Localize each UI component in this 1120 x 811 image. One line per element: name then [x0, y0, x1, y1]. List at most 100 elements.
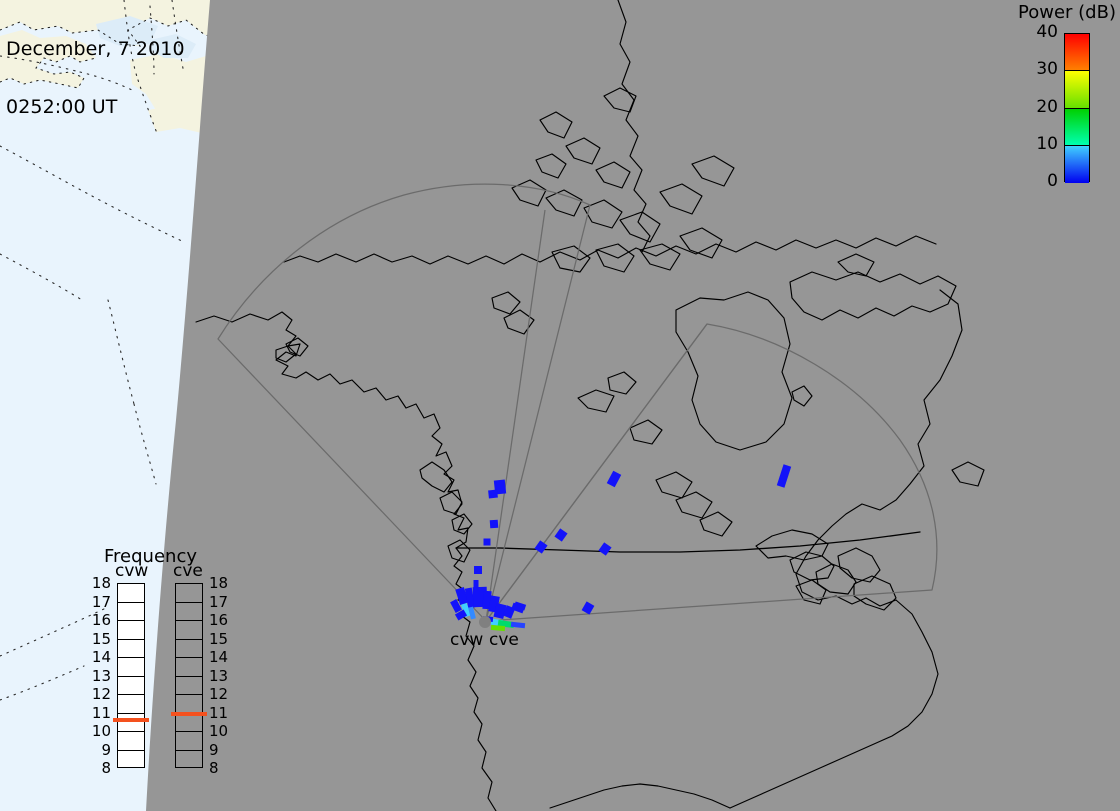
scatter-cell — [490, 624, 506, 632]
frequency-cell — [118, 658, 144, 677]
power-segment-20-30 — [1065, 71, 1089, 109]
frequency-cell — [176, 658, 202, 677]
scatter-cell — [483, 538, 491, 546]
scatter-cell — [464, 587, 476, 609]
time-label: 0252:00 UT — [6, 95, 118, 118]
scatter-cell — [482, 590, 492, 610]
frequency-cell — [118, 732, 144, 751]
frequency-tick-cvw-18: 18 — [91, 574, 111, 592]
scatter-cell — [474, 566, 482, 574]
scatter-cells — [450, 464, 792, 632]
frequency-bar-cve[interactable] — [175, 583, 203, 768]
frequency-tick-cve-10: 10 — [209, 722, 229, 740]
frequency-tick-cve-16: 16 — [209, 611, 229, 629]
land-polygon-2 — [0, 30, 96, 88]
scatter-cell — [510, 621, 526, 629]
frequency-tick-cve-9: 9 — [209, 740, 219, 759]
timestamp: December, 7 2010 0252:00 UT — [6, 1, 185, 155]
scatter-cell — [776, 464, 792, 488]
frequency-cell — [118, 584, 144, 603]
frequency-cell — [176, 695, 202, 714]
frequency-tick-cvw-16: 16 — [91, 611, 111, 629]
date-label: December, 7 2010 — [6, 37, 185, 60]
frequency-tick-cvw-12: 12 — [91, 685, 111, 703]
power-tick-30: 30 — [1036, 59, 1058, 80]
scatter-cell — [489, 519, 499, 529]
frequency-tick-cvw-13: 13 — [91, 666, 111, 685]
scatter-cell — [606, 470, 622, 488]
frequency-tick-cve-12: 12 — [209, 685, 229, 703]
scatter-cell — [455, 587, 469, 605]
frequency-tick-cve-11: 11 — [209, 703, 229, 722]
frequency-cell — [118, 603, 144, 621]
power-colorbar: Power (dB) 40 30 20 10 0 — [1010, 2, 1118, 194]
frequency-cell — [176, 640, 202, 658]
scatter-cell — [534, 540, 548, 554]
scatter-cell — [511, 602, 525, 614]
frequency-tick-cvw-8: 8 — [101, 759, 111, 777]
scatter-cell — [468, 606, 476, 620]
frequency-tick-cvw-14: 14 — [91, 648, 111, 666]
scatter-cell — [454, 609, 468, 621]
frequency-tick-cve-17: 17 — [209, 592, 229, 611]
frequency-cell — [176, 603, 202, 621]
radar-label-cvw: cvw — [450, 630, 484, 650]
scatter-cell — [581, 601, 595, 615]
frequency-tick-cve-15: 15 — [209, 629, 229, 648]
scatter-cell — [598, 542, 612, 556]
frequency-bar-name-cvw: cvw — [115, 561, 149, 581]
bay-shape — [96, 16, 158, 46]
gridlines — [0, 0, 185, 701]
frequency-bar-cvw[interactable] — [117, 583, 145, 768]
frequency-cell — [176, 677, 202, 695]
frequency-cell — [118, 714, 144, 732]
frequency-cell — [176, 714, 202, 732]
frequency-cell — [176, 751, 202, 770]
frequency-tick-cvw-11: 11 — [91, 703, 111, 722]
scatter-cell — [488, 489, 498, 499]
frequency-cell — [176, 621, 202, 640]
power-tick-0: 0 — [1047, 171, 1058, 191]
coastlines — [195, 0, 985, 811]
gray-data-region — [146, 0, 1120, 811]
power-segment-0-10 — [1065, 145, 1089, 183]
frequency-cell — [176, 584, 202, 603]
power-tick-20: 20 — [1036, 96, 1058, 117]
frequency-tick-cve-8: 8 — [209, 759, 219, 777]
power-segment-30-40 — [1065, 34, 1089, 72]
power-tick-40: 40 — [1036, 22, 1058, 42]
scatter-cell — [473, 580, 479, 590]
frequency-tick-cvw-9: 9 — [101, 740, 111, 759]
power-colorbar-title: Power (dB) — [1018, 2, 1116, 23]
frequency-cell — [118, 640, 144, 658]
frequency-cell — [176, 732, 202, 751]
frequency-bar-name-cve: cve — [173, 561, 203, 581]
frequency-tick-cvw-15: 15 — [91, 629, 111, 648]
frequency-tick-cve-18: 18 — [209, 574, 229, 592]
frequency-marker-cve — [171, 712, 207, 717]
fov-outlines — [217, 183, 938, 622]
frequency-tick-cvw-10: 10 — [91, 722, 111, 740]
scatter-cell — [460, 602, 472, 618]
bay-shape-2 — [150, 34, 196, 58]
frequency-cell — [118, 695, 144, 714]
fov-cvw[interactable] — [217, 183, 591, 622]
radar-label-cve: cve — [489, 630, 519, 650]
frequency-tick-cve-13: 13 — [209, 666, 229, 685]
radar-site-dot[interactable] — [479, 616, 491, 628]
power-colorbar-gradient — [1064, 33, 1090, 183]
scatter-cell — [450, 599, 462, 613]
frequency-cell — [118, 751, 144, 770]
frequency-cell — [118, 677, 144, 695]
frequency-marker-cvw — [113, 717, 149, 722]
scatter-cell — [554, 528, 568, 542]
frequency-legend-title: Frequency — [104, 546, 197, 567]
frequency-cell — [118, 621, 144, 640]
power-tick-10: 10 — [1036, 133, 1058, 154]
frequency-tick-cve-14: 14 — [209, 648, 229, 666]
power-segment-10-20 — [1065, 108, 1089, 146]
fov-cve[interactable] — [485, 323, 938, 622]
